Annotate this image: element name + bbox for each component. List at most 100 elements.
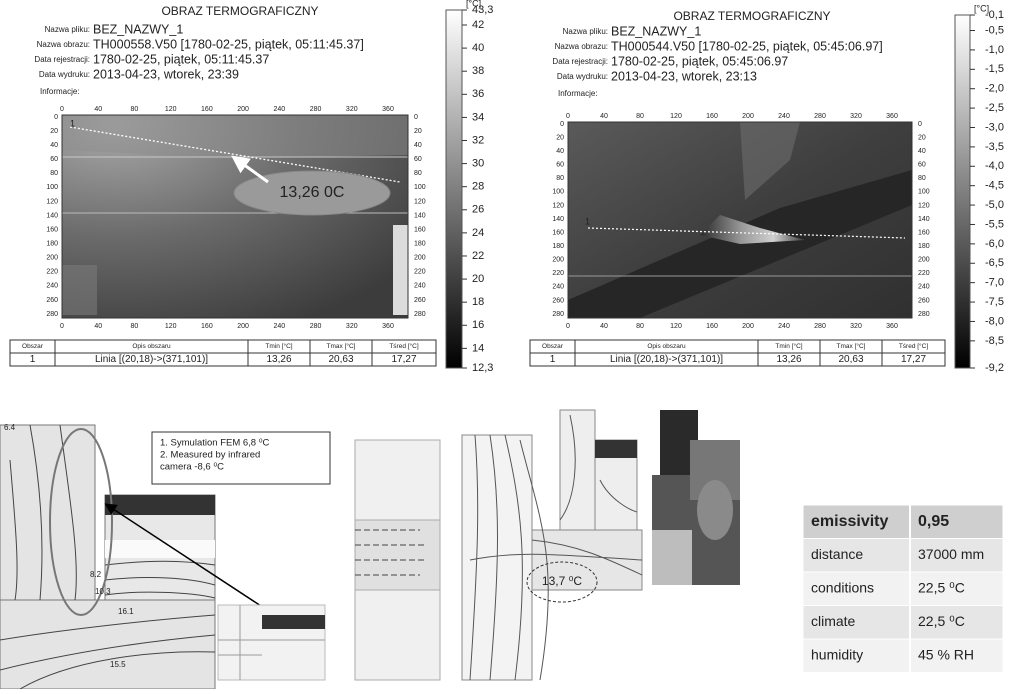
x-tick-label: 0 bbox=[566, 113, 570, 120]
y-tick-label: 80 bbox=[50, 170, 58, 177]
y-tick-label: 280 bbox=[414, 311, 426, 318]
scale-label: 20 bbox=[472, 273, 484, 285]
table-cell: Obszar bbox=[542, 343, 564, 350]
table-cell: 1 bbox=[550, 354, 556, 365]
x-tick-label: 320 bbox=[850, 323, 862, 330]
y-tick-label: 20 bbox=[50, 128, 58, 135]
y-tick-label: 120 bbox=[414, 198, 426, 205]
x-tick-label: 40 bbox=[600, 323, 608, 330]
scale-label: 26 bbox=[472, 204, 484, 216]
table-row bbox=[802, 638, 1004, 673]
y-tick-label: 200 bbox=[918, 257, 930, 264]
scale-label: -8,0 bbox=[985, 315, 1004, 327]
table-cell: emissivity bbox=[811, 513, 888, 530]
y-tick-label: 20 bbox=[556, 134, 564, 141]
field-value: 2013-04-23, wtorek, 23:39 bbox=[93, 67, 239, 81]
field-label: Data wydruku: bbox=[39, 70, 90, 79]
x-tick-label: 120 bbox=[165, 106, 177, 113]
field-value: BEZ_NAZWY_1 bbox=[611, 24, 701, 38]
scale-label: -8,5 bbox=[985, 335, 1004, 347]
x-tick-label: 0 bbox=[566, 323, 570, 330]
y-tick-label: 60 bbox=[918, 162, 926, 169]
x-tick-label: 120 bbox=[670, 113, 682, 120]
x-tick-label: 0 bbox=[60, 323, 64, 330]
y-tick-label: 180 bbox=[46, 240, 58, 247]
y-tick-label: 220 bbox=[414, 269, 426, 276]
y-tick-label: 100 bbox=[46, 184, 58, 191]
x-tick-label: 240 bbox=[778, 113, 790, 120]
table-cell: Opis obszaru bbox=[132, 343, 171, 350]
y-tick-label: 160 bbox=[414, 226, 426, 233]
y-tick-label: 200 bbox=[552, 257, 564, 264]
report-title: OBRAZ TERMOGRAFICZNY bbox=[161, 4, 318, 18]
table-row bbox=[802, 504, 1004, 539]
table-cell: 45 % RH bbox=[918, 646, 974, 662]
scale-unit: [°C] bbox=[466, 0, 481, 8]
x-tick-label: 160 bbox=[201, 106, 213, 113]
y-tick-label: 100 bbox=[552, 189, 564, 196]
y-tick-label: 180 bbox=[918, 243, 930, 250]
scale-label: 22 bbox=[472, 250, 484, 262]
table-cell: 1 bbox=[30, 354, 36, 365]
scale-label: -3,5 bbox=[985, 141, 1004, 153]
y-tick-label: 0 bbox=[560, 121, 564, 128]
y-tick-label: 220 bbox=[46, 269, 58, 276]
x-tick-label: 80 bbox=[636, 323, 644, 330]
x-tick-label: 200 bbox=[237, 106, 249, 113]
table-cell: climate bbox=[811, 613, 856, 629]
scale-label: 28 bbox=[472, 181, 484, 193]
table-cell: Tmin [°C] bbox=[775, 342, 802, 350]
table-cell: 13,26 bbox=[776, 354, 801, 365]
table-cell: 20,63 bbox=[328, 354, 353, 365]
y-tick-label: 240 bbox=[552, 284, 564, 291]
line-label: 1 bbox=[585, 216, 590, 226]
scale-label: -4,5 bbox=[985, 180, 1004, 192]
table-cell: Opis obszaru bbox=[647, 343, 686, 350]
scale-label: -1,0 bbox=[985, 44, 1004, 56]
x-tick-label: 280 bbox=[814, 323, 826, 330]
y-tick-label: 160 bbox=[918, 229, 930, 236]
y-tick-label: 40 bbox=[414, 142, 422, 149]
contour-label: 16.1 bbox=[118, 607, 134, 616]
x-tick-label: 40 bbox=[94, 106, 102, 113]
x-tick-label: 200 bbox=[742, 323, 754, 330]
y-tick-label: 0 bbox=[54, 114, 58, 121]
y-tick-label: 40 bbox=[918, 148, 926, 155]
thermal-image-left bbox=[62, 115, 408, 318]
fem-middle bbox=[354, 409, 643, 681]
y-tick-label: 260 bbox=[46, 297, 58, 304]
scale-label: 43,3 bbox=[472, 4, 493, 16]
field-value: TH000544.V50 [1780-02-25, piątek, 05:45:… bbox=[611, 39, 883, 53]
field-value: TH000558.V50 [1780-02-25, piątek, 05:11:… bbox=[93, 37, 364, 51]
contour-label: 10.3 bbox=[95, 587, 111, 596]
y-tick-label: 220 bbox=[552, 270, 564, 277]
table-row bbox=[802, 538, 1004, 573]
table-cell: 17,27 bbox=[901, 354, 926, 365]
x-tick-label: 160 bbox=[706, 113, 718, 120]
scale-label: 16 bbox=[472, 319, 484, 331]
y-tick-label: 0 bbox=[414, 114, 418, 121]
x-tick-label: 40 bbox=[94, 323, 102, 330]
x-tick-label: 200 bbox=[742, 113, 754, 120]
table-cell: 17,27 bbox=[391, 354, 416, 365]
scale-label: -6,5 bbox=[985, 257, 1004, 269]
y-tick-label: 160 bbox=[552, 229, 564, 236]
scale-label: -4,0 bbox=[985, 160, 1004, 172]
y-tick-label: 240 bbox=[414, 283, 426, 290]
x-tick-label: 280 bbox=[814, 113, 826, 120]
y-tick-label: 280 bbox=[918, 311, 930, 318]
callout: 13,7 ⁰C bbox=[542, 574, 583, 588]
table-cell: Linia [(20,18)->(371,101)] bbox=[610, 354, 723, 365]
table-cell: Obszar bbox=[22, 343, 44, 350]
scale-label: 34 bbox=[472, 111, 484, 123]
y-tick-label: 80 bbox=[414, 170, 422, 177]
field-label: Data rejestracji: bbox=[34, 55, 90, 64]
x-tick-label: 240 bbox=[273, 323, 285, 330]
scale-label: -2,0 bbox=[985, 83, 1004, 95]
y-tick-label: 120 bbox=[918, 202, 930, 209]
y-tick-label: 220 bbox=[918, 270, 930, 277]
x-tick-label: 160 bbox=[201, 323, 213, 330]
x-tick-label: 0 bbox=[60, 106, 64, 113]
y-tick-label: 140 bbox=[918, 216, 930, 223]
